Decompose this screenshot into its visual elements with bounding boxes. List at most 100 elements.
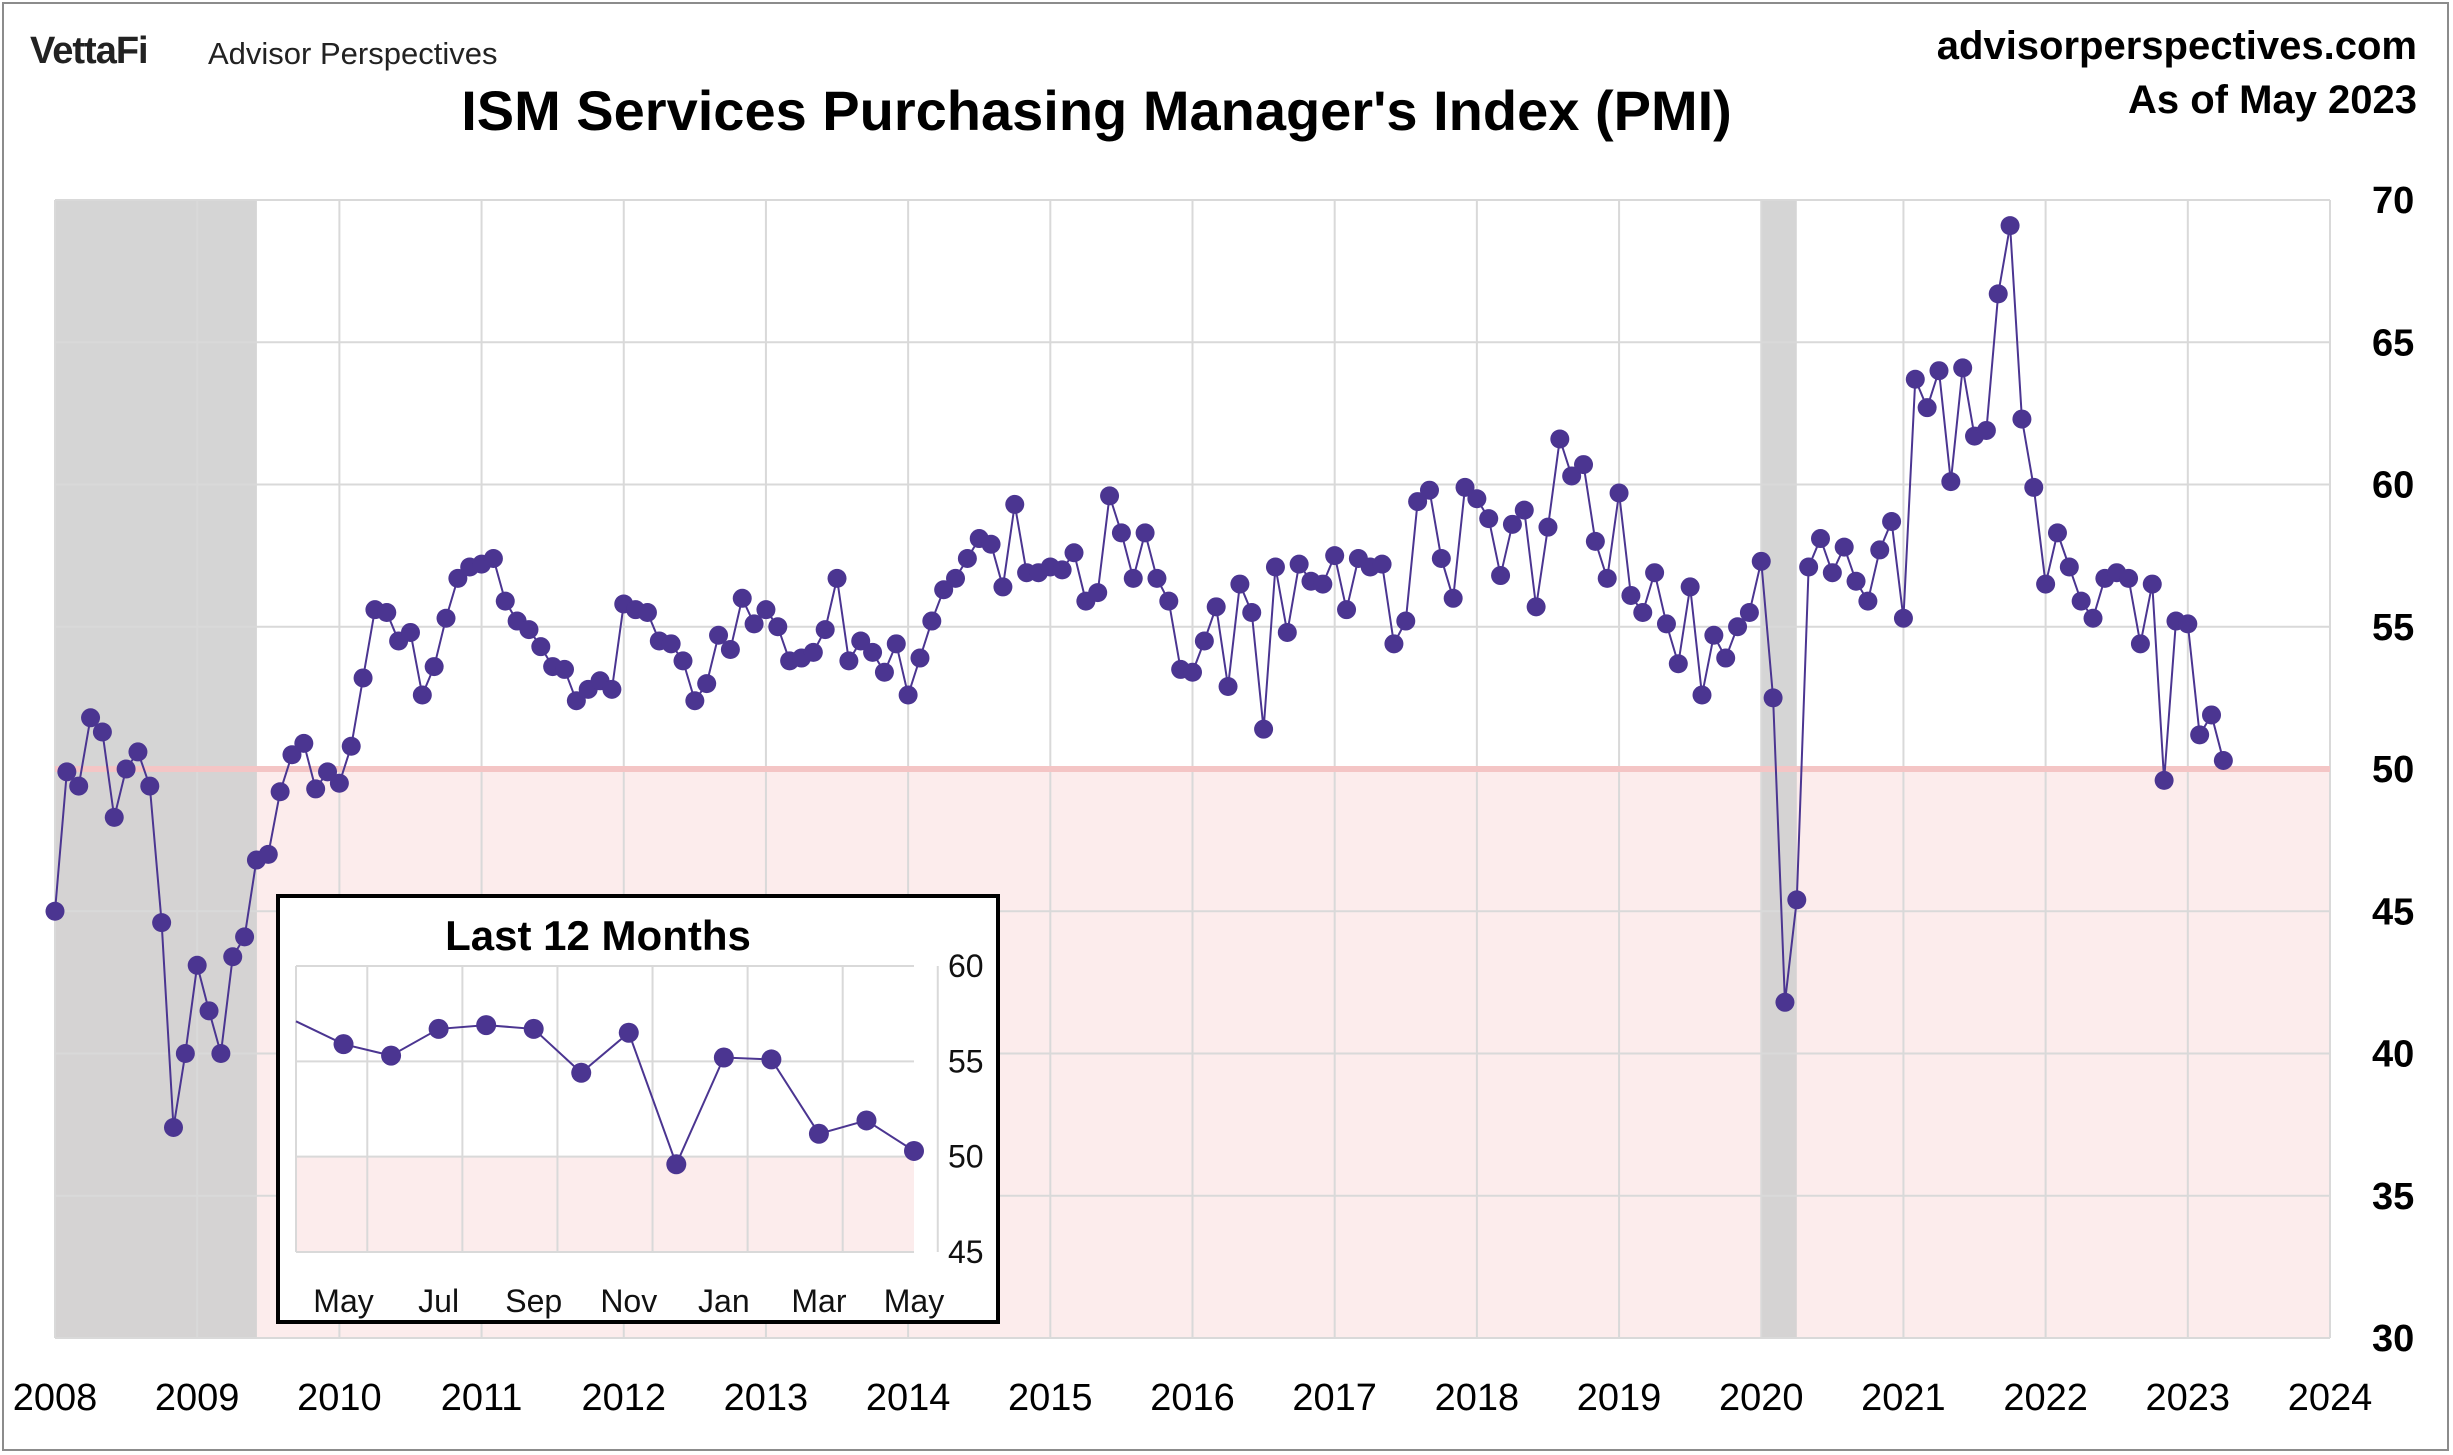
data-point	[92, 722, 112, 742]
data-point	[104, 807, 124, 827]
data-point	[1218, 676, 1238, 696]
data-point	[851, 631, 871, 651]
data-point	[1763, 688, 1783, 708]
data-point	[2178, 614, 2198, 634]
y-tick-label: 70	[2372, 180, 2414, 222]
data-point	[566, 691, 586, 711]
x-tick-label: 2018	[1435, 1377, 1520, 1419]
data-point	[1005, 494, 1025, 514]
data-point	[946, 568, 966, 588]
y-tick-label: 55	[2372, 607, 2414, 649]
data-point	[1668, 654, 1688, 674]
data-point	[448, 568, 468, 588]
data-point	[1609, 483, 1629, 503]
y-tick-label: 45	[2372, 891, 2414, 933]
data-point	[1479, 509, 1499, 529]
inset-data-point	[428, 1018, 449, 1039]
data-point	[1562, 466, 1582, 486]
y-tick-label: 40	[2372, 1034, 2414, 1076]
data-point	[1692, 685, 1712, 705]
data-point	[1064, 543, 1084, 563]
site-url: advisorperspectives.com	[1936, 24, 2417, 68]
data-point	[1254, 719, 1274, 739]
data-point	[1526, 597, 1546, 617]
data-point	[1929, 361, 1949, 381]
data-point	[2119, 568, 2139, 588]
data-point	[2012, 409, 2032, 429]
data-point	[1289, 554, 1309, 574]
data-point	[1751, 551, 1771, 571]
data-point	[768, 617, 788, 637]
chart-title-text: ISM Services Purchasing Manager's Index …	[461, 79, 1732, 142]
data-point	[981, 534, 1001, 554]
data-point	[163, 1117, 183, 1137]
data-point	[2154, 770, 2174, 790]
x-tick-label: 2020	[1719, 1377, 1804, 1419]
data-point	[898, 685, 918, 705]
data-point	[531, 637, 551, 657]
data-point	[1728, 617, 1748, 637]
inset-y-tick-label: 60	[948, 948, 984, 984]
data-point	[910, 648, 930, 668]
data-point	[1976, 420, 1996, 440]
data-point	[1194, 631, 1214, 651]
data-point	[1100, 486, 1120, 506]
data-point	[377, 603, 397, 623]
inset-data-point	[333, 1034, 354, 1055]
inset-data-point	[381, 1045, 402, 1066]
inset-data-point	[571, 1062, 592, 1083]
data-point	[922, 611, 942, 631]
data-point	[1123, 568, 1143, 588]
data-point	[2202, 705, 2222, 725]
data-point	[661, 634, 681, 654]
y-tick-label: 65	[2372, 322, 2414, 364]
brand-logo: VettaFi	[30, 30, 149, 72]
data-point	[673, 651, 693, 671]
data-point	[1384, 634, 1404, 654]
data-point	[1088, 583, 1108, 603]
inset-y-tick-label: 45	[948, 1234, 984, 1270]
data-point	[2059, 557, 2079, 577]
x-tick-label: 2019	[1577, 1377, 1662, 1419]
data-point	[709, 625, 729, 645]
data-point	[519, 620, 539, 640]
data-point	[1621, 585, 1641, 605]
x-tick-label: 2015	[1008, 1377, 1093, 1419]
x-tick-label: 2013	[724, 1377, 809, 1419]
data-point	[957, 548, 977, 568]
data-point	[1147, 568, 1167, 588]
data-point	[1491, 566, 1511, 586]
data-point	[270, 782, 290, 802]
brand-subtitle: Advisor Perspectives	[208, 36, 498, 71]
data-point	[697, 674, 717, 694]
inset-data-point	[523, 1018, 544, 1039]
data-point	[306, 779, 326, 799]
inset-x-tick-label: Nov	[600, 1283, 657, 1319]
y-tick-label: 35	[2372, 1176, 2414, 1218]
data-point	[2024, 477, 2044, 497]
data-point	[1680, 577, 1700, 597]
data-point	[1372, 554, 1392, 574]
data-point	[1538, 517, 1558, 537]
data-point	[2213, 750, 2233, 770]
data-point	[2083, 608, 2103, 628]
data-point	[993, 577, 1013, 597]
data-point	[140, 776, 160, 796]
inset-data-point	[713, 1047, 734, 1068]
data-point	[1230, 574, 1250, 594]
data-point	[1396, 611, 1416, 631]
data-point	[1882, 511, 1902, 531]
data-point	[1645, 563, 1665, 583]
data-point	[1822, 563, 1842, 583]
data-point	[329, 773, 349, 793]
data-point	[886, 634, 906, 654]
inset-x-tick-label: May	[884, 1283, 944, 1319]
inset-title: Last 12 Months	[445, 912, 751, 959]
inset-data-point	[618, 1022, 639, 1043]
data-point	[69, 776, 89, 796]
data-point	[116, 759, 136, 779]
data-point	[1716, 648, 1736, 668]
data-point	[1408, 492, 1428, 512]
data-point	[318, 762, 338, 782]
inset-x-tick-label: Jan	[698, 1283, 750, 1319]
